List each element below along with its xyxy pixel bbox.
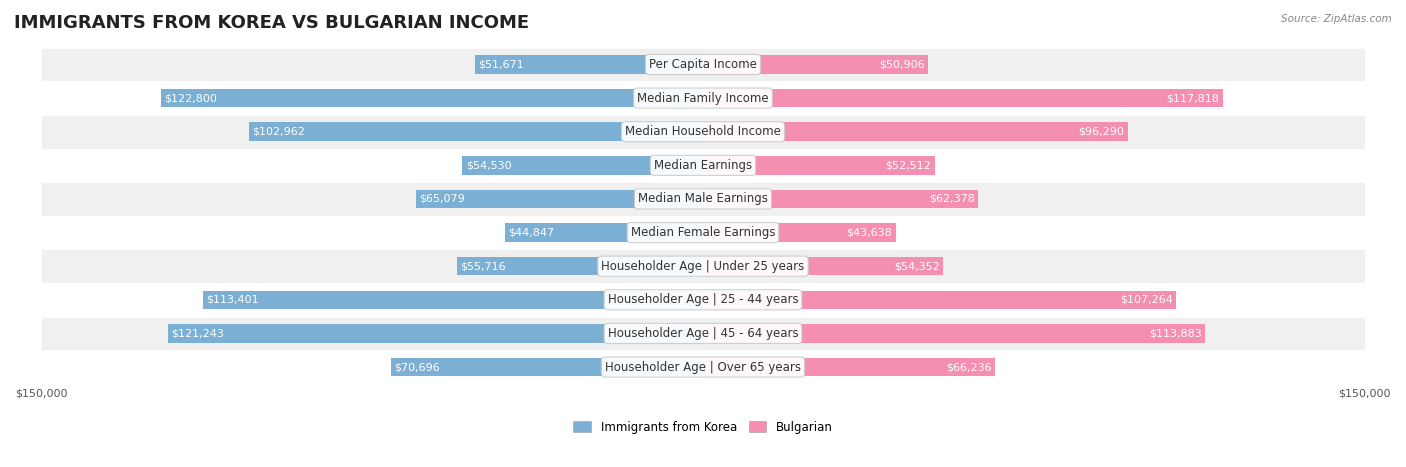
Bar	[703, 290, 1177, 309]
Bar	[169, 324, 703, 343]
Text: Median Household Income: Median Household Income	[626, 125, 780, 138]
Bar	[703, 358, 995, 376]
Bar	[391, 358, 703, 376]
Text: $117,818: $117,818	[1167, 93, 1219, 103]
Bar	[703, 156, 935, 175]
Text: Median Earnings: Median Earnings	[654, 159, 752, 172]
Bar	[41, 115, 1365, 149]
Text: Source: ZipAtlas.com: Source: ZipAtlas.com	[1281, 14, 1392, 24]
Bar	[416, 190, 703, 208]
Text: $44,847: $44,847	[509, 227, 554, 238]
Bar	[703, 324, 1205, 343]
Bar	[703, 257, 943, 276]
Bar	[162, 89, 703, 107]
Bar	[41, 182, 1365, 216]
Text: $96,290: $96,290	[1078, 127, 1125, 137]
Bar	[41, 81, 1365, 115]
Bar	[457, 257, 703, 276]
Text: Median Female Earnings: Median Female Earnings	[631, 226, 775, 239]
Bar	[41, 48, 1365, 81]
Bar	[41, 350, 1365, 384]
Text: $51,671: $51,671	[478, 59, 524, 70]
Legend: Immigrants from Korea, Bulgarian: Immigrants from Korea, Bulgarian	[568, 416, 838, 439]
Text: $70,696: $70,696	[395, 362, 440, 372]
Bar	[463, 156, 703, 175]
Text: Householder Age | Over 65 years: Householder Age | Over 65 years	[605, 361, 801, 374]
Bar	[41, 149, 1365, 182]
Bar	[202, 290, 703, 309]
Text: Householder Age | 25 - 44 years: Householder Age | 25 - 44 years	[607, 293, 799, 306]
Text: $121,243: $121,243	[172, 328, 225, 339]
Text: $62,378: $62,378	[929, 194, 974, 204]
Text: Per Capita Income: Per Capita Income	[650, 58, 756, 71]
Bar	[41, 317, 1365, 350]
Text: Median Family Income: Median Family Income	[637, 92, 769, 105]
Text: $107,264: $107,264	[1121, 295, 1173, 305]
Text: IMMIGRANTS FROM KOREA VS BULGARIAN INCOME: IMMIGRANTS FROM KOREA VS BULGARIAN INCOM…	[14, 14, 529, 32]
Bar	[703, 89, 1223, 107]
Text: $43,638: $43,638	[846, 227, 893, 238]
Text: $52,512: $52,512	[886, 160, 931, 170]
Text: $54,530: $54,530	[465, 160, 512, 170]
Bar	[41, 216, 1365, 249]
Text: $55,716: $55,716	[461, 261, 506, 271]
Bar	[703, 190, 979, 208]
Bar	[249, 122, 703, 141]
Bar	[505, 223, 703, 242]
Bar	[475, 55, 703, 74]
Text: $122,800: $122,800	[165, 93, 218, 103]
Text: Householder Age | 45 - 64 years: Householder Age | 45 - 64 years	[607, 327, 799, 340]
Text: $66,236: $66,236	[946, 362, 991, 372]
Bar	[41, 249, 1365, 283]
Text: $113,883: $113,883	[1149, 328, 1202, 339]
Bar	[703, 55, 928, 74]
Text: $113,401: $113,401	[207, 295, 259, 305]
Bar	[703, 223, 896, 242]
Text: $65,079: $65,079	[419, 194, 465, 204]
Bar	[41, 283, 1365, 317]
Bar	[703, 122, 1128, 141]
Text: $102,962: $102,962	[252, 127, 305, 137]
Text: Median Male Earnings: Median Male Earnings	[638, 192, 768, 205]
Text: Householder Age | Under 25 years: Householder Age | Under 25 years	[602, 260, 804, 273]
Text: $50,906: $50,906	[879, 59, 924, 70]
Text: $54,352: $54,352	[894, 261, 939, 271]
